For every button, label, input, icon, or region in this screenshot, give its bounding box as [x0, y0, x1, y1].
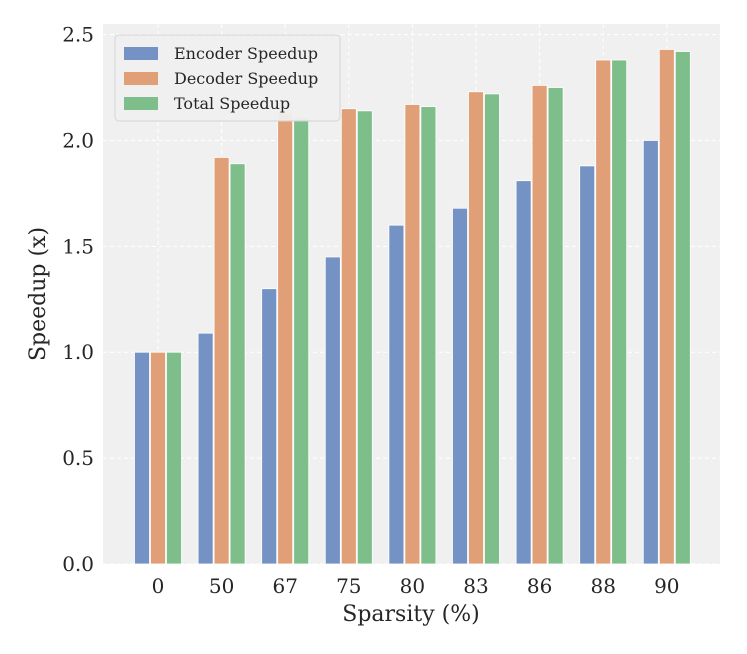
y-tick-label: 0.5	[62, 446, 94, 470]
x-tick-label: 80	[400, 574, 425, 598]
legend-box	[114, 34, 341, 122]
bar-encoder-speedup	[515, 180, 532, 565]
bar-encoder-speedup	[324, 256, 341, 565]
y-tick-label: 0.0	[62, 552, 94, 576]
bar-decoder-speedup	[340, 108, 357, 565]
bar-decoder-speedup	[213, 157, 230, 565]
bar-total-speedup	[293, 116, 310, 565]
x-tick-label: 88	[590, 574, 615, 598]
bar-encoder-speedup	[388, 224, 405, 565]
bar-decoder-speedup	[595, 59, 612, 565]
legend-label: Decoder Speedup	[174, 69, 318, 88]
bar-encoder-speedup	[642, 140, 659, 565]
y-tick-label: 1.5	[62, 234, 94, 258]
x-axis-label: Sparsity (%)	[342, 602, 479, 627]
legend-label: Encoder Speedup	[174, 44, 318, 63]
bar-encoder-speedup	[261, 288, 278, 565]
bar-total-speedup	[420, 106, 437, 565]
bar-total-speedup	[611, 59, 628, 565]
bar-decoder-speedup	[277, 112, 294, 565]
y-tick-label: 1.0	[62, 340, 94, 364]
x-tick-label: 67	[272, 574, 297, 598]
bar-decoder-speedup	[531, 85, 548, 565]
x-tick-label: 75	[336, 574, 361, 598]
y-tick-label: 2.5	[62, 23, 94, 47]
bar-decoder-speedup	[468, 91, 484, 565]
bar-total-speedup	[356, 110, 373, 565]
bar-decoder-speedup	[404, 104, 421, 565]
x-tick-label: 50	[209, 574, 234, 598]
bar-decoder-speedup	[150, 351, 166, 565]
x-tick-label: 86	[527, 574, 552, 598]
legend-swatch	[124, 97, 158, 110]
legend-swatch	[124, 72, 158, 85]
y-axis-ticks: 0.0 0.5 1.0 1.5 2.0 2.5	[62, 23, 94, 576]
bars	[134, 49, 691, 565]
x-tick-label: 0	[152, 574, 165, 598]
bar-encoder-speedup	[579, 165, 596, 565]
x-axis-ticks: 0 50 67 75 80 83 86 88 90	[152, 574, 680, 598]
bar-decoder-speedup	[658, 49, 675, 565]
legend: Encoder Speedup Decoder Speedup Total Spee…	[114, 34, 341, 122]
x-tick-label: 83	[463, 574, 488, 598]
x-tick-label: 90	[654, 574, 679, 598]
bar-total-speedup	[229, 163, 246, 565]
bar-total-speedup	[674, 51, 691, 565]
legend-swatch	[124, 47, 158, 60]
y-tick-label: 2.0	[62, 128, 94, 152]
y-axis-label: Speedup (x)	[26, 227, 51, 361]
bar-total-speedup	[547, 87, 564, 565]
bar-total-speedup	[166, 351, 182, 565]
bar-encoder-speedup	[197, 332, 214, 565]
bar-encoder-speedup	[452, 207, 468, 565]
legend-label: Total Speedup	[174, 94, 290, 113]
bar-total-speedup	[484, 93, 500, 565]
bar-encoder-speedup	[134, 351, 150, 565]
